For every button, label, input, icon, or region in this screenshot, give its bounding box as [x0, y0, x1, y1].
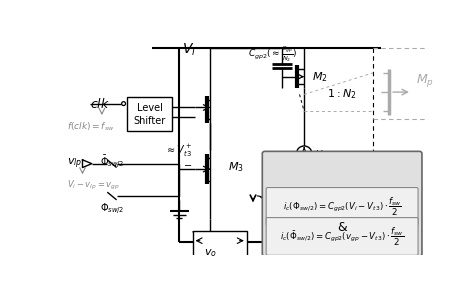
- Text: $v_{lp}$: $v_{lp}$: [67, 156, 82, 171]
- Bar: [128, 98, 173, 131]
- Text: $clk$: $clk$: [90, 97, 110, 111]
- Text: Level
Shifter: Level Shifter: [134, 103, 166, 126]
- Text: $-$: $-$: [183, 159, 192, 169]
- Circle shape: [122, 102, 126, 106]
- Text: $M_2$: $M_2$: [312, 70, 328, 84]
- Text: $i_c(\Phi_{sw/2}) = C_{gp2}(V_i - V_{t3}) \cdot \dfrac{f_{sw}}{2}$: $i_c(\Phi_{sw/2}) = C_{gp2}(V_i - V_{t3}…: [283, 196, 401, 218]
- Text: $M_3$: $M_3$: [228, 161, 244, 174]
- Text: $v_o$: $v_o$: [315, 148, 328, 160]
- Text: &: &: [337, 221, 347, 234]
- Text: $M_p$: $M_p$: [416, 72, 434, 89]
- Text: $\bar{\Phi}_{sw/2}$: $\bar{\Phi}_{sw/2}$: [100, 154, 124, 171]
- FancyBboxPatch shape: [266, 218, 418, 255]
- Text: $V_i$: $V_i$: [182, 42, 197, 58]
- Text: $V_i - v_{lp} = v_{gp}$: $V_i - v_{lp} = v_{gp}$: [67, 179, 120, 192]
- Text: $\approx V_{t3}^+$: $\approx V_{t3}^+$: [165, 143, 192, 159]
- FancyBboxPatch shape: [266, 188, 418, 225]
- Text: $f(clk) = f_{sw}$: $f(clk) = f_{sw}$: [67, 121, 115, 133]
- Text: $1:N_2$: $1:N_2$: [327, 88, 356, 101]
- Text: $i_c(\bar{\Phi}_{sw/2}) = C_{gp2}(v_{gp} - V_{t3}) \cdot \dfrac{f_{sw}}{2}$: $i_c(\bar{\Phi}_{sw/2}) = C_{gp2}(v_{gp}…: [280, 226, 404, 248]
- Text: $\Phi_{sw/2}$: $\Phi_{sw/2}$: [100, 202, 124, 217]
- FancyBboxPatch shape: [262, 151, 422, 256]
- Bar: [192, 231, 247, 266]
- Text: $v_o$: $v_o$: [204, 247, 217, 259]
- Circle shape: [296, 146, 312, 161]
- Text: $C_{gp2}(\approx\frac{C_{gp}}{N_2})$: $C_{gp2}(\approx\frac{C_{gp}}{N_2})$: [248, 44, 298, 64]
